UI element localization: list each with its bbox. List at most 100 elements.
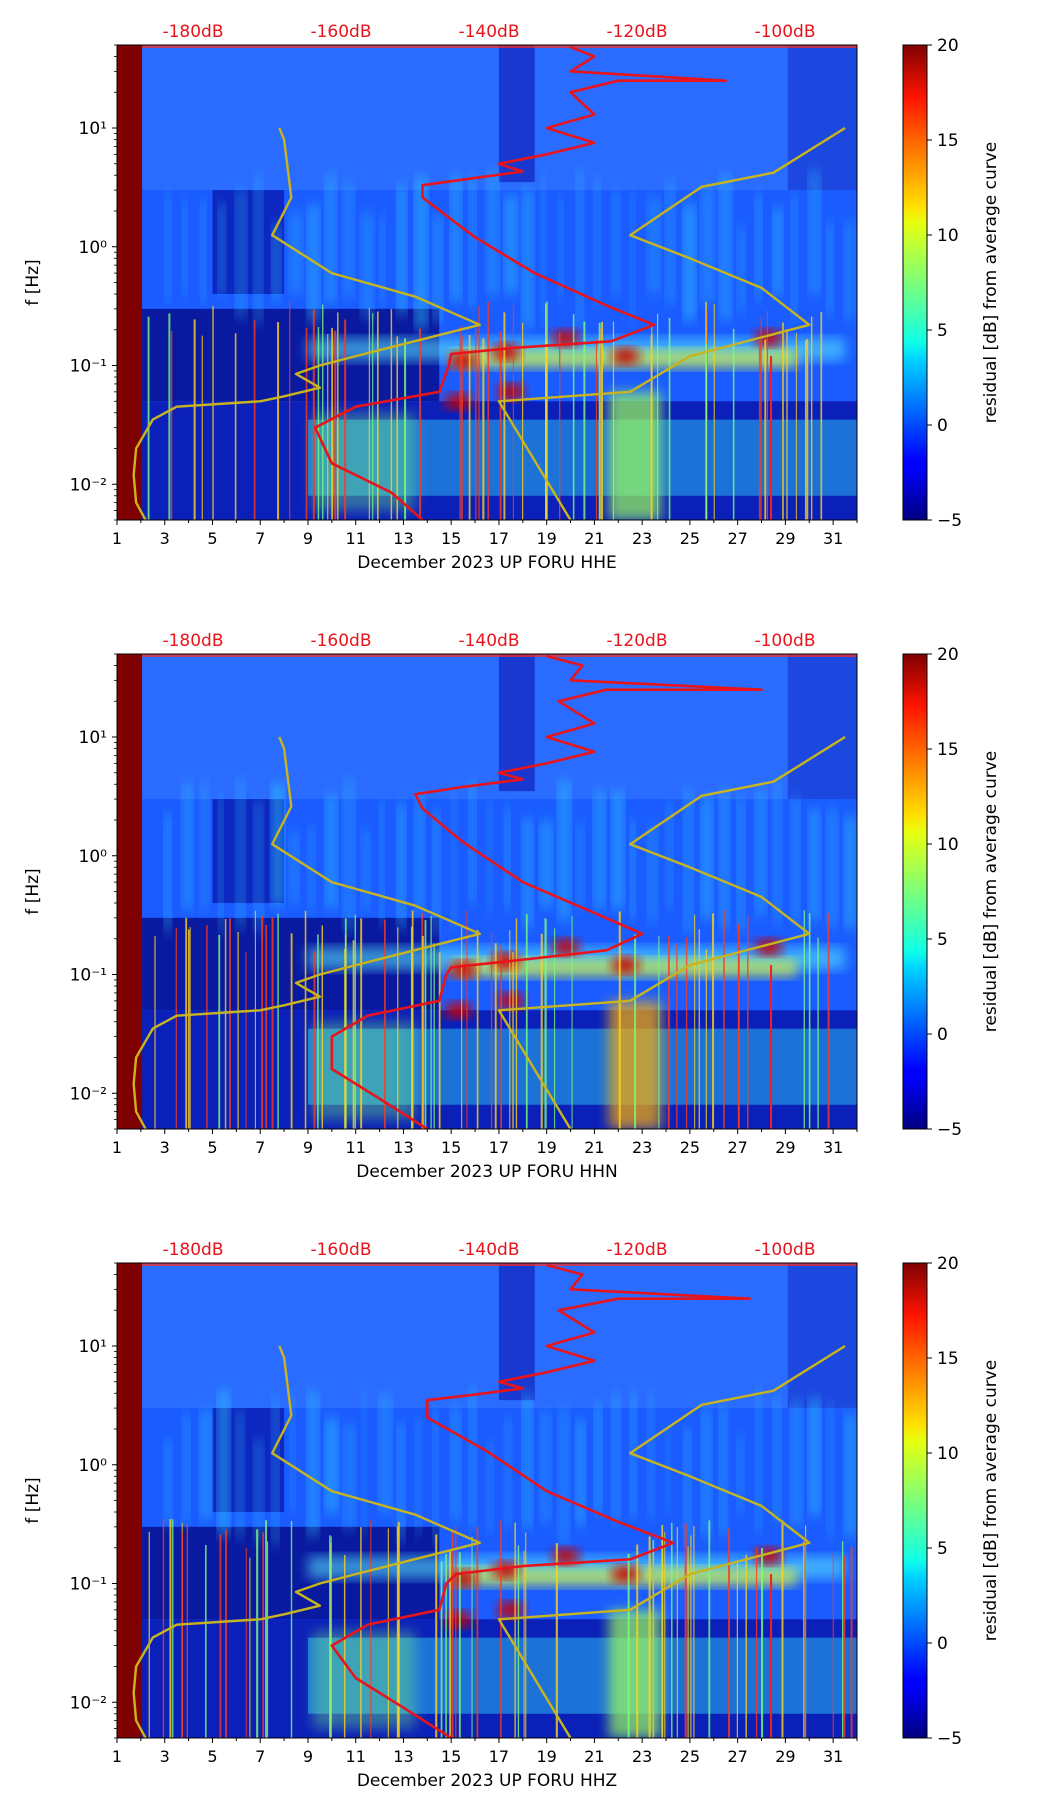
energy-plume <box>433 1408 439 1545</box>
colorbar-tick-label: 10 <box>937 1444 959 1464</box>
colorbar-tick-label: 10 <box>937 226 959 246</box>
average-noise-curve <box>330 1263 751 1738</box>
energy-plume <box>755 789 766 916</box>
top-db-label: -160dB <box>310 1240 371 1260</box>
energy-plume <box>594 1403 602 1515</box>
energy-plume <box>361 828 370 910</box>
colorbar-label: residual [dB] from average curve <box>981 751 1001 1032</box>
energy-plume <box>791 193 798 321</box>
low-freq-hotspot <box>608 391 662 520</box>
top-edge-band <box>117 1263 857 1266</box>
colorbar-tick-label: 15 <box>937 131 959 151</box>
colorbar-label: residual [dB] from average curve <box>981 1360 1001 1641</box>
energy-plume <box>809 170 820 295</box>
energy-plume <box>827 222 834 316</box>
x-tick-label: 19 <box>536 529 556 548</box>
high-freq-band <box>117 654 857 800</box>
y-tick-label: 10¹ <box>79 728 107 748</box>
colorbar-tick-label: 20 <box>937 645 959 665</box>
energy-plume <box>272 783 284 906</box>
energy-plume <box>737 1434 744 1514</box>
energy-plume <box>290 831 299 904</box>
energy-plume <box>200 199 206 303</box>
y-tick-label: 10⁻² <box>70 1693 107 1713</box>
energy-plume <box>325 794 337 909</box>
energy-plume <box>200 781 209 912</box>
energy-plume <box>701 186 714 303</box>
energy-plume <box>648 823 657 923</box>
x-tick-label: 3 <box>160 1747 170 1766</box>
x-tick-label: 21 <box>584 529 604 548</box>
energy-plume <box>630 191 635 322</box>
y-tick-label: 10⁰ <box>79 1456 108 1476</box>
x-tick-label: 9 <box>303 1747 313 1766</box>
energy-plume <box>504 806 510 910</box>
x-tick-label: 17 <box>489 529 509 548</box>
top-db-label: -140dB <box>458 1240 519 1260</box>
colorbar-tick-label: −5 <box>937 1729 962 1749</box>
x-tick-label: 7 <box>255 1138 265 1157</box>
x-tick-label: 25 <box>680 1138 700 1157</box>
noise-model-curve <box>132 127 481 520</box>
top-db-label: -180dB <box>162 1240 223 1260</box>
x-tick-label: 29 <box>775 1138 795 1157</box>
y-tick-label: 10⁻¹ <box>70 1575 107 1595</box>
dark-zone <box>787 45 857 191</box>
y-tick-label: 10⁻² <box>70 1084 107 1104</box>
hotspot <box>496 992 525 1009</box>
x-tick-label: 27 <box>727 529 747 548</box>
energy-plume <box>469 174 476 308</box>
data-gap-block <box>117 654 143 1129</box>
spectrogram-panel-hhe: 1 3 5 7 9 11 13 15 17 19 21 23 25 27 29 31 December 2023… <box>0 0 1052 600</box>
energy-plume <box>809 808 820 921</box>
x-tick-label: 19 <box>536 1747 556 1766</box>
energy-plume <box>343 780 355 932</box>
energy-plume <box>200 1409 212 1520</box>
energy-plume <box>666 179 675 305</box>
energy-plume <box>307 1390 319 1537</box>
energy-plume <box>504 1418 511 1526</box>
energy-plume <box>791 1400 802 1526</box>
top-db-label: -100dB <box>754 631 815 651</box>
energy-plume <box>415 1417 422 1536</box>
energy-plume <box>236 778 245 929</box>
energy-plume <box>379 1394 392 1514</box>
energy-plume <box>218 1390 230 1536</box>
energy-plume <box>540 174 546 327</box>
colorbar-tick-label: 20 <box>937 36 959 56</box>
energy-plume <box>737 225 745 313</box>
top-edge-band <box>117 45 857 48</box>
energy-plume <box>594 177 601 306</box>
top-db-label: -100dB <box>754 1240 815 1260</box>
y-tick-label: 10⁻¹ <box>70 966 107 986</box>
energy-plume <box>307 204 320 323</box>
top-db-label: -140dB <box>458 22 519 42</box>
energy-plume <box>845 815 856 929</box>
energy-plume <box>773 207 782 297</box>
energy-plume <box>648 1392 655 1519</box>
y-tick-label: 10⁰ <box>79 238 108 258</box>
energy-plume <box>164 1438 172 1526</box>
dark-zone <box>140 401 857 520</box>
top-db-label: -180dB <box>162 22 223 42</box>
energy-plume <box>164 192 171 302</box>
y-tick-label: 10⁰ <box>79 847 108 867</box>
energy-plume <box>182 782 193 910</box>
x-tick-label: 11 <box>346 529 366 548</box>
top-db-label: -120dB <box>606 1240 667 1260</box>
energy-plume <box>540 1410 551 1524</box>
x-axis-label: December 2023 UP FORU HHN <box>356 1162 617 1182</box>
energy-plume <box>827 809 838 927</box>
x-tick-label: 13 <box>393 1747 413 1766</box>
energy-plume <box>433 215 442 323</box>
hotspot <box>492 343 521 360</box>
low-freq-hotspot <box>312 1021 416 1120</box>
energy-plume <box>558 779 570 921</box>
energy-plume <box>182 1413 190 1525</box>
colorbar-tick-label: 0 <box>937 1025 948 1045</box>
energy-plume <box>576 1419 585 1526</box>
top-db-label: -120dB <box>606 22 667 42</box>
x-tick-label: 7 <box>255 1747 265 1766</box>
energy-plume <box>522 188 534 328</box>
